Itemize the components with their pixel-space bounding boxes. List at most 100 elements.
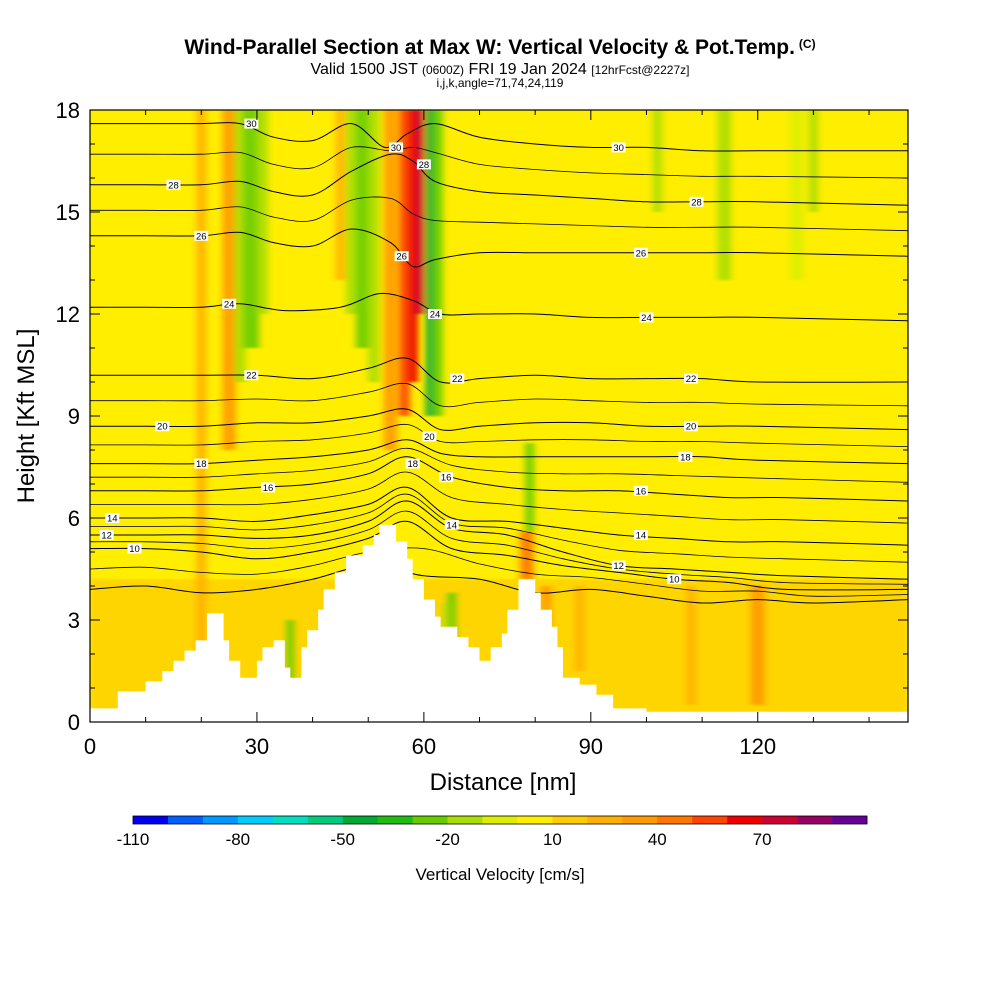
w-plume (790, 110, 804, 280)
contour-label: 18 (407, 459, 418, 470)
contour-label-box (105, 513, 120, 523)
w-plume (383, 110, 398, 450)
axes: 0 30 60 90 120 0 3 6 9 12 15 18 Distance [nm] Height … (13, 98, 909, 796)
contour-label-box (633, 247, 648, 258)
colorbar-frame (132, 815, 868, 825)
theta-contour-line (90, 565, 908, 604)
theta-contour-line (90, 471, 908, 524)
theta-contour-line (90, 408, 908, 431)
contour-label: 14 (636, 531, 647, 542)
contour-label: 18 (680, 452, 691, 463)
w-plume (286, 620, 295, 682)
contour-label: 26 (636, 248, 647, 259)
w-plume (653, 110, 663, 212)
contour-label-box (394, 251, 409, 262)
plot-clip-group: 30 30 30 28 28 28 26 26 26 24 24 24 22 22 22 20 20 20 18 18… (90, 110, 908, 722)
colorbar-swatch (133, 816, 169, 824)
contour-label: 30 (391, 143, 402, 154)
colorbar-swatch (202, 816, 239, 824)
contour-label-box (422, 431, 437, 442)
colorbar-swatch (692, 816, 728, 824)
colorbar-swatch (832, 816, 868, 824)
x-tick-label: 60 (412, 734, 436, 759)
colorbar-swatch (517, 816, 553, 824)
y-tick-label: 6 (68, 506, 80, 531)
theta-contour-line (90, 122, 908, 152)
valid-date: FRI 19 Jan 2024 (468, 61, 587, 78)
colorbar-swatch (342, 816, 378, 824)
colorbar-swatch (237, 816, 274, 824)
colorbar-swatch (762, 816, 798, 824)
contour-label-box (194, 458, 209, 469)
contour-label: 28 (419, 160, 430, 171)
theta-contour-labels: 30 30 30 28 28 28 26 26 26 24 24 24 22 22 22 20 20 20 18 18… (99, 118, 704, 586)
valid-time: Valid 1500 JST (310, 61, 418, 78)
w-plume (520, 531, 534, 580)
colorbar-swatch (377, 816, 413, 824)
contour-label-box (244, 370, 259, 381)
colorbar-swatch (412, 816, 448, 824)
theta-contour-line (90, 196, 908, 232)
contour-label: 28 (168, 180, 179, 191)
contour-label: 16 (636, 486, 647, 497)
y-tick-label: 9 (68, 404, 80, 429)
w-plume (686, 586, 696, 705)
contour-label: 24 (224, 299, 235, 310)
x-tick-label: 90 (579, 734, 603, 759)
w-plume (234, 110, 246, 382)
contour-label: 26 (396, 252, 407, 263)
theta-contour-line (90, 456, 908, 502)
colorbar-swatch (482, 816, 518, 824)
theta-contour-line (90, 547, 908, 597)
contour-label: 14 (446, 520, 457, 531)
colorbar-label: Vertical Velocity [cm/s] (415, 865, 584, 884)
colorbar-tick-label: -80 (226, 830, 251, 849)
w-plume (442, 603, 450, 644)
y-tick-label: 15 (56, 200, 80, 225)
colorbar-swatch (272, 816, 309, 824)
colorbar-swatch (727, 816, 763, 824)
colorbar-swatch (587, 816, 623, 824)
forecast-info: [12hrFcst@2227z] (591, 63, 690, 77)
theta-contour-line (90, 447, 908, 483)
theta-contour-line (90, 228, 908, 268)
contour-label: 20 (424, 432, 435, 443)
w-plume (196, 110, 207, 682)
contour-label-box (155, 421, 170, 432)
contour-label-box (194, 230, 209, 241)
contour-label: 12 (101, 531, 112, 542)
contour-label: 16 (441, 473, 452, 484)
contour-label: 20 (157, 422, 168, 433)
x-tick-label: 120 (739, 734, 776, 759)
colorbar-tick-label: 70 (753, 830, 772, 849)
w-plume (345, 110, 358, 314)
contour-label-box (389, 142, 404, 153)
contour-label: 16 (263, 483, 274, 494)
contour-label-box (611, 142, 626, 153)
w-plume (525, 443, 535, 532)
contour-label-box (633, 485, 648, 496)
contour-label-box (405, 458, 420, 469)
contour-label-box (439, 472, 454, 483)
contour-label-box (683, 373, 698, 384)
contour-label: 26 (196, 231, 207, 242)
theta-contour-line (90, 510, 908, 585)
y-tick-label: 12 (56, 302, 80, 327)
colorbar-swatch (797, 816, 833, 824)
colorbar-tick-label: -50 (330, 830, 355, 849)
w-plume (751, 586, 765, 705)
theta-contour-line (90, 439, 908, 465)
colorbar-tick-label: -20 (435, 830, 460, 849)
w-plume (335, 110, 345, 280)
contour-label: 20 (686, 422, 697, 433)
contour-label-box (428, 309, 443, 319)
w-plume (243, 110, 260, 348)
colorbar-swatch (622, 816, 658, 824)
theta-contour-line (90, 500, 908, 580)
contour-label: 18 (196, 459, 207, 470)
theta-contour-line (90, 146, 908, 179)
valid-utc: (0600Z) (422, 63, 465, 77)
plot-area: 30 30 30 28 28 28 26 26 26 24 24 24 22 22 22 20 20 20 18 18… (90, 110, 908, 722)
w-plume (808, 110, 818, 212)
